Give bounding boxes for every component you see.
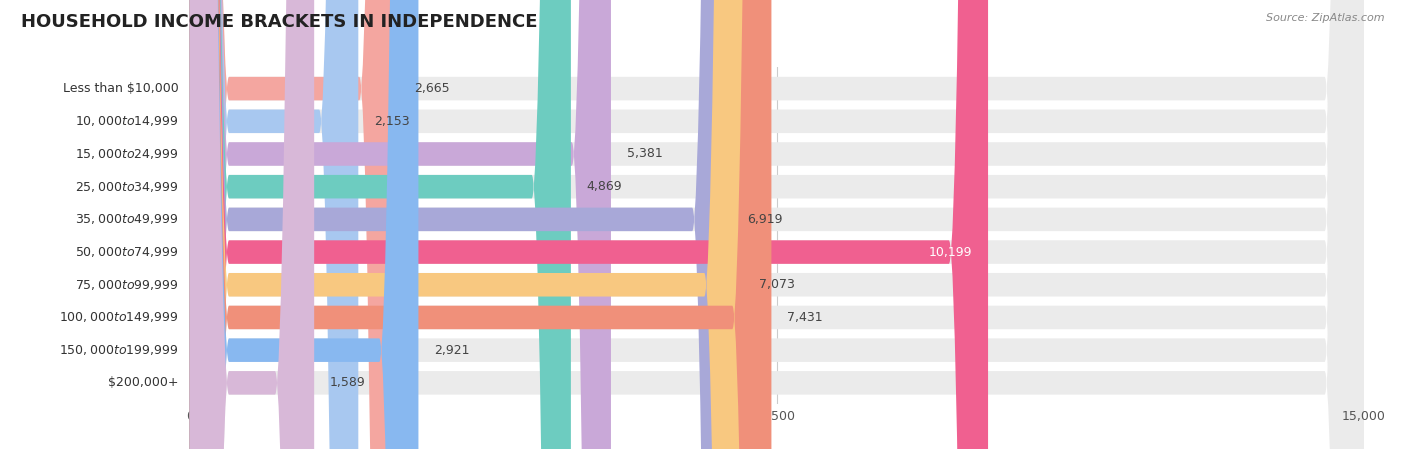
FancyBboxPatch shape [190,0,1364,449]
FancyBboxPatch shape [190,0,359,449]
FancyBboxPatch shape [190,0,1364,449]
Text: 4,869: 4,869 [586,180,623,193]
Text: $35,000 to $49,999: $35,000 to $49,999 [75,212,179,226]
Text: Less than $10,000: Less than $10,000 [63,82,179,95]
Text: 2,665: 2,665 [413,82,450,95]
Text: $15,000 to $24,999: $15,000 to $24,999 [75,147,179,161]
FancyBboxPatch shape [190,0,314,449]
FancyBboxPatch shape [190,0,731,449]
FancyBboxPatch shape [190,0,772,449]
FancyBboxPatch shape [190,0,1364,449]
FancyBboxPatch shape [190,0,571,449]
Text: $75,000 to $99,999: $75,000 to $99,999 [75,278,179,292]
Text: $100,000 to $149,999: $100,000 to $149,999 [59,310,179,325]
FancyBboxPatch shape [190,0,419,449]
FancyBboxPatch shape [190,0,988,449]
FancyBboxPatch shape [190,0,398,449]
FancyBboxPatch shape [190,0,1364,449]
Text: $25,000 to $34,999: $25,000 to $34,999 [75,180,179,194]
Text: $10,000 to $14,999: $10,000 to $14,999 [75,114,179,128]
Text: 6,919: 6,919 [747,213,783,226]
Text: 5,381: 5,381 [627,147,662,160]
FancyBboxPatch shape [190,0,1364,449]
Text: 2,921: 2,921 [434,343,470,357]
FancyBboxPatch shape [190,0,1364,449]
Text: HOUSEHOLD INCOME BRACKETS IN INDEPENDENCE: HOUSEHOLD INCOME BRACKETS IN INDEPENDENC… [21,13,537,31]
Text: $200,000+: $200,000+ [108,376,179,389]
FancyBboxPatch shape [190,0,1364,449]
FancyBboxPatch shape [190,0,1364,449]
Text: $50,000 to $74,999: $50,000 to $74,999 [75,245,179,259]
Text: 7,431: 7,431 [787,311,823,324]
FancyBboxPatch shape [190,0,612,449]
FancyBboxPatch shape [190,0,1364,449]
Text: 2,153: 2,153 [374,115,409,128]
Text: 10,199: 10,199 [929,246,973,259]
Text: Source: ZipAtlas.com: Source: ZipAtlas.com [1267,13,1385,23]
Text: 1,589: 1,589 [330,376,366,389]
Text: $150,000 to $199,999: $150,000 to $199,999 [59,343,179,357]
Text: 7,073: 7,073 [759,278,794,291]
FancyBboxPatch shape [190,0,1364,449]
FancyBboxPatch shape [190,0,744,449]
